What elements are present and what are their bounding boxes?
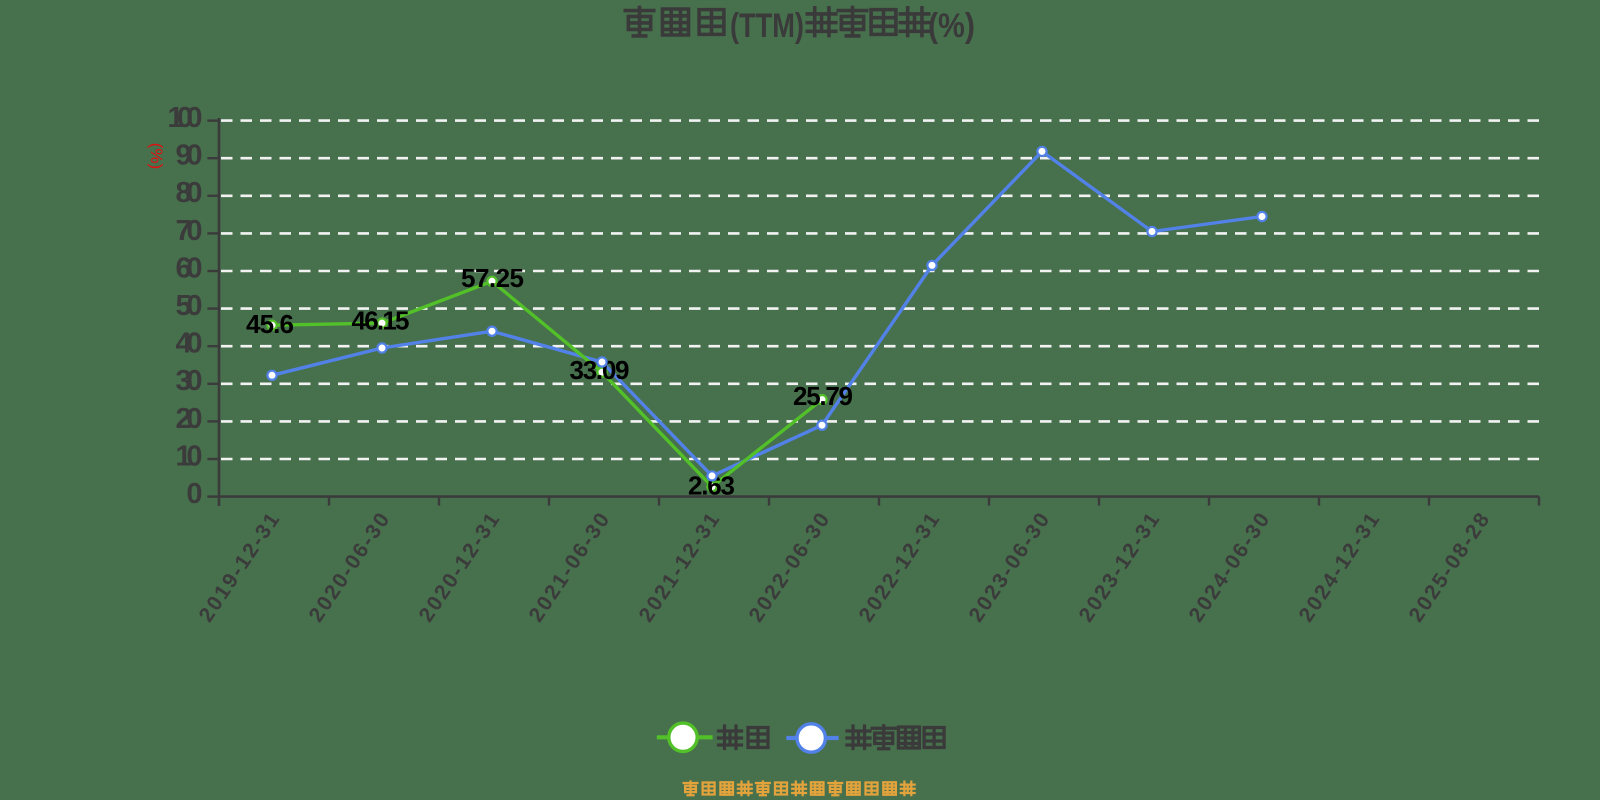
svg-text:(%): (%) <box>928 7 975 45</box>
svg-text:80: 80 <box>176 177 203 209</box>
svg-text:50: 50 <box>176 290 203 322</box>
svg-text:10: 10 <box>176 440 203 472</box>
svg-text:30: 30 <box>176 365 203 397</box>
svg-text:0: 0 <box>186 478 202 510</box>
svg-text:(%): (%) <box>147 143 166 169</box>
svg-text:57.25: 57.25 <box>461 263 524 293</box>
svg-text:90: 90 <box>176 140 203 172</box>
svg-text:70: 70 <box>176 215 203 247</box>
svg-text:100: 100 <box>168 102 203 134</box>
svg-text:60: 60 <box>176 252 203 284</box>
svg-text:45.6: 45.6 <box>246 309 294 339</box>
svg-text:46.15: 46.15 <box>352 306 410 336</box>
svg-text:20: 20 <box>176 403 203 435</box>
svg-text:40: 40 <box>176 328 203 360</box>
svg-text:(TTM): (TTM) <box>730 7 804 45</box>
svg-text:25.79: 25.79 <box>793 381 853 411</box>
